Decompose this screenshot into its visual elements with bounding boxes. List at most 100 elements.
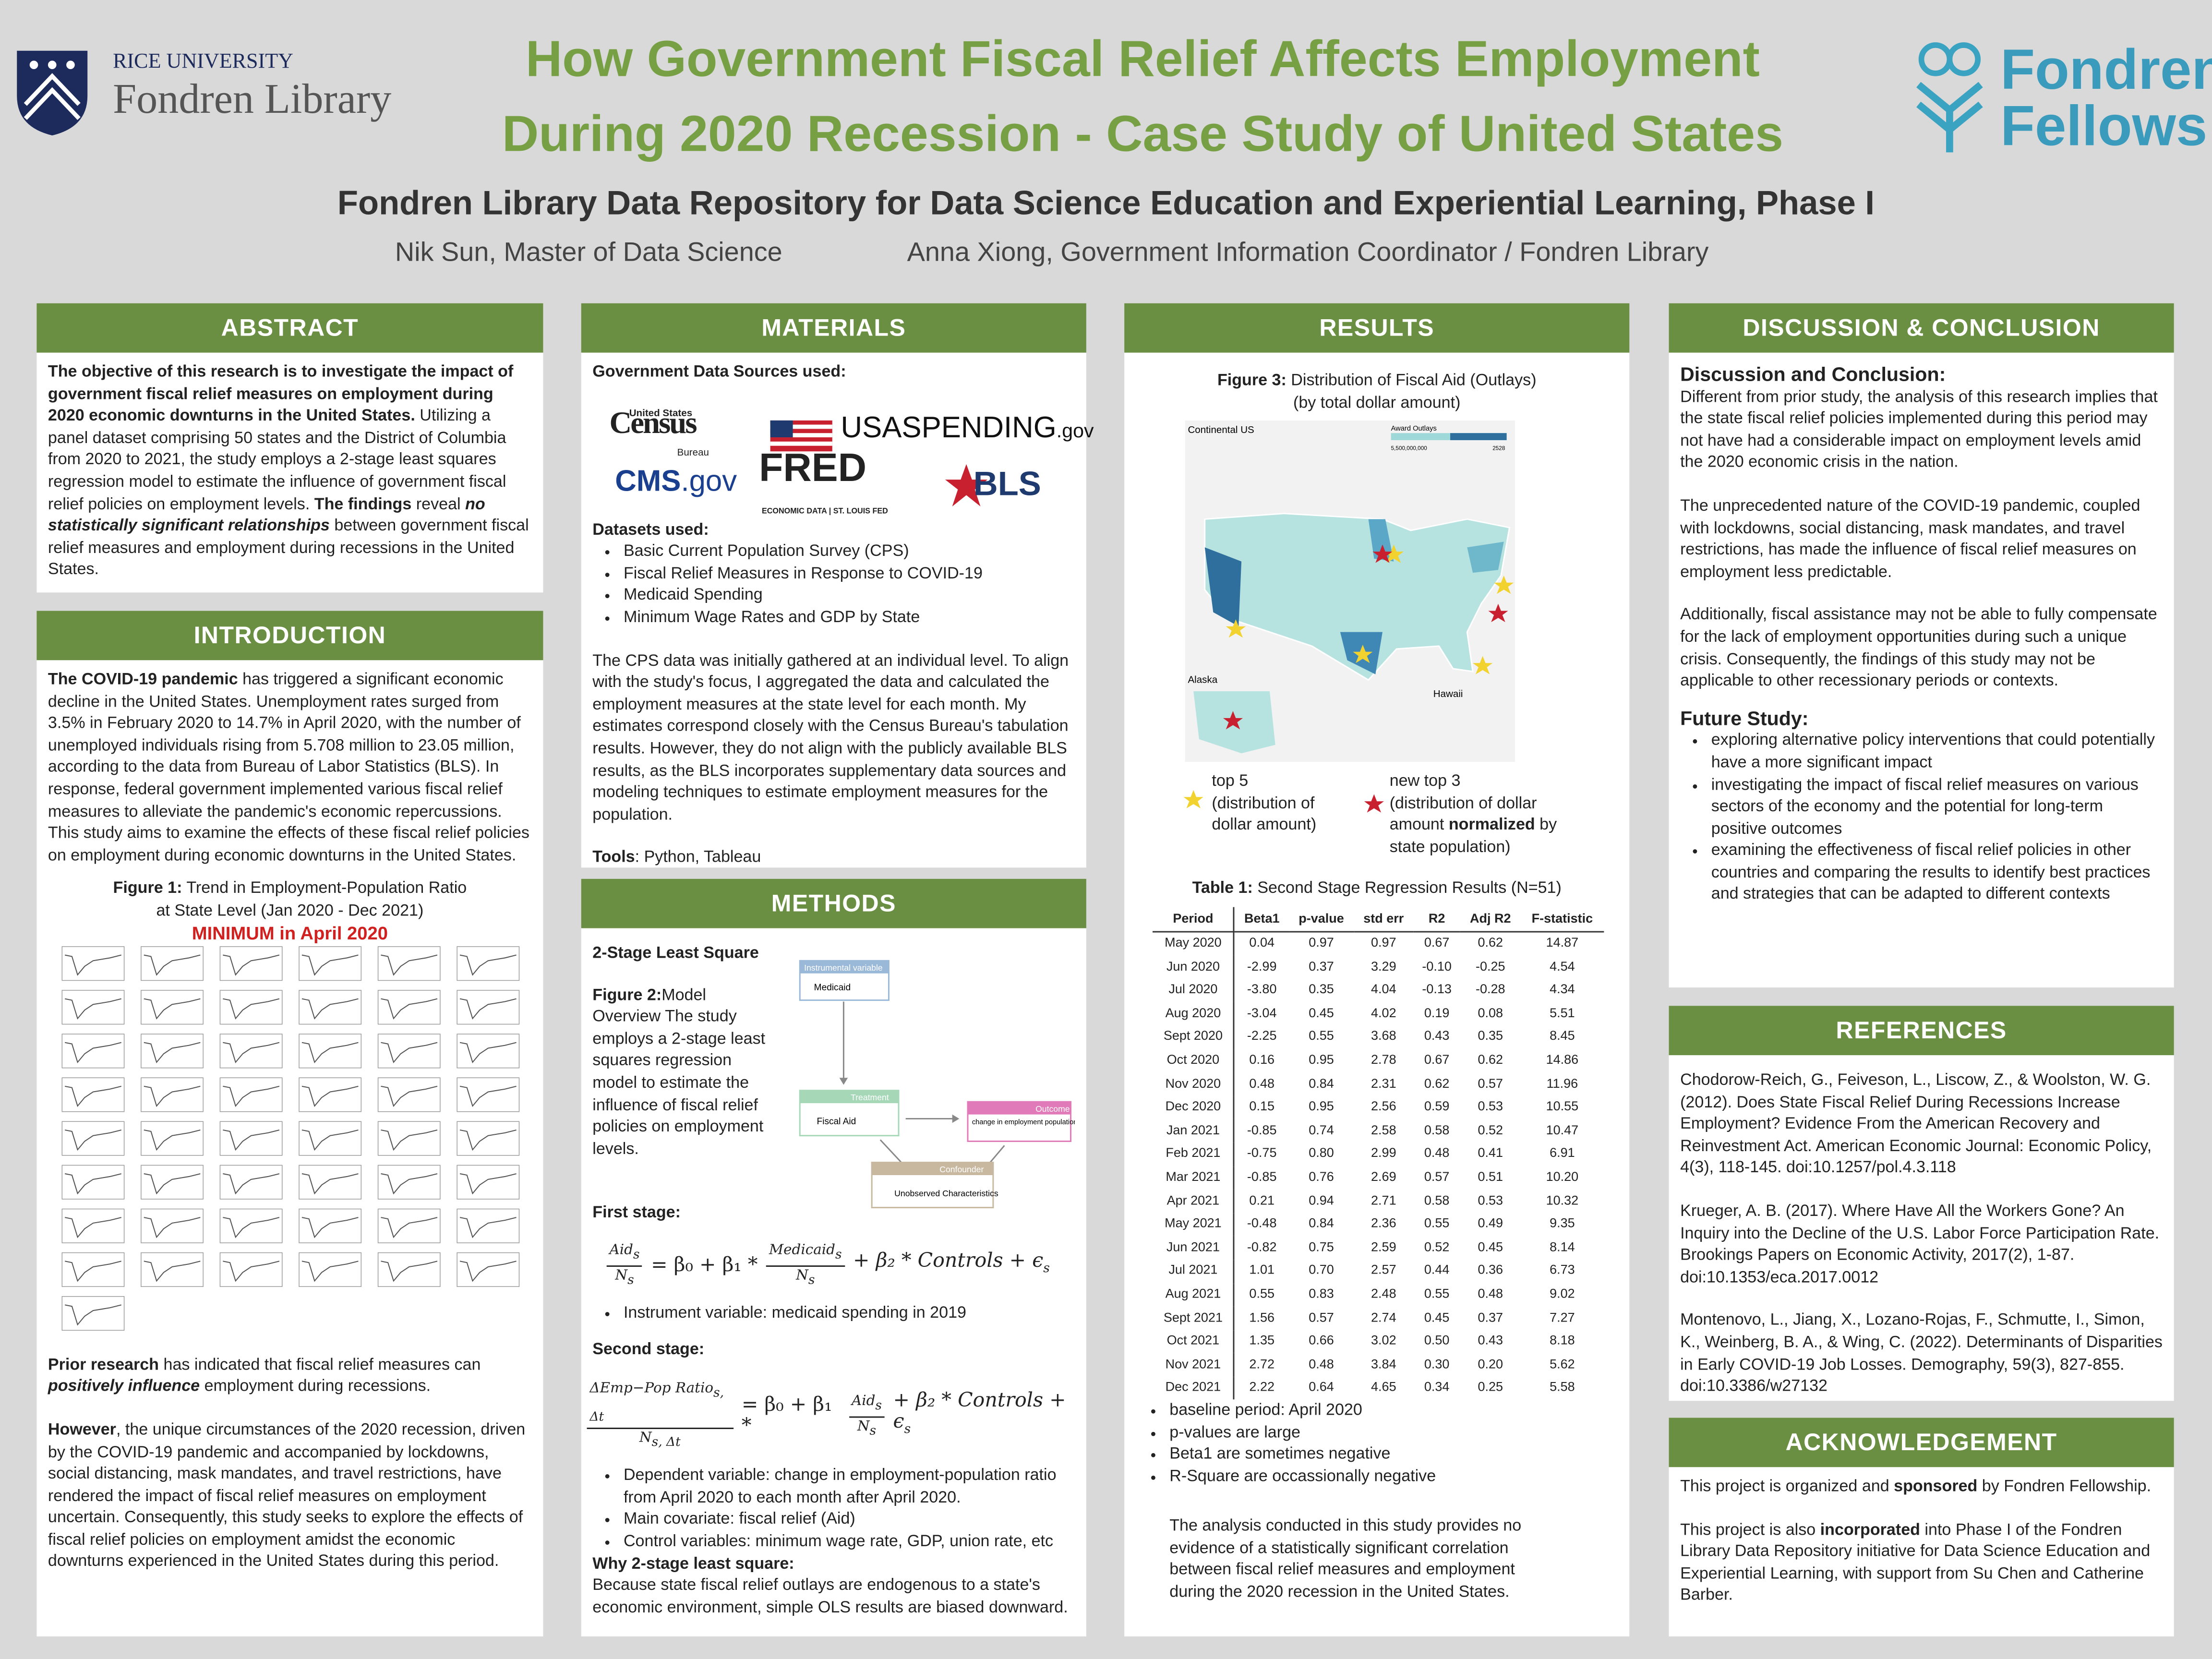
table-cell: 0.15 [1249, 1099, 1275, 1114]
eq-text: N [796, 1268, 808, 1284]
diagram-tag: Treatment [851, 1093, 889, 1102]
map-label: Alaska [1188, 674, 1217, 685]
chart-frame [377, 1165, 441, 1200]
chart-frame [377, 946, 441, 981]
small-chart [299, 1252, 362, 1287]
chart-frame [377, 1121, 441, 1156]
table-cell: Apr 2021 [1152, 1189, 1235, 1213]
table-cell: 0.21 [1249, 1193, 1275, 1207]
legend-note: (distribution of dollar amount) [1212, 793, 1317, 834]
trend-line [64, 998, 121, 1020]
label: Tools [592, 848, 635, 867]
logo-text: United States [629, 409, 693, 419]
logo-text: CMS [615, 465, 681, 498]
trend-line [381, 1042, 438, 1064]
bold-italic-text: no statistically significant relationshi… [48, 494, 485, 535]
trend-line [64, 1042, 121, 1064]
chart-frame [141, 946, 204, 981]
trend-line [64, 1304, 121, 1326]
small-chart [457, 1034, 520, 1069]
section-heading: METHODS [581, 878, 1086, 928]
table-cell: Jul 2020 [1152, 978, 1235, 1002]
table-caption: Table 1: Second Stage Regression Results… [1124, 878, 1629, 900]
bold-text: incorporated [1820, 1520, 1920, 1539]
table-cell: 0.34 [1424, 1380, 1450, 1395]
table-row: Jun 2021 -0.82 0.75 2.59 0.52 0.45 8.14 [1152, 1236, 1604, 1260]
table-cell: 9.02 [1550, 1286, 1575, 1301]
column-header: std err [1363, 910, 1404, 925]
table-cell: 2.69 [1371, 1169, 1396, 1184]
subtitle: Fondren Library Data Repository for Data… [337, 184, 1875, 223]
table-cell: 0.52 [1478, 1122, 1503, 1137]
paragraph: Different from prior study, the analysis… [1680, 387, 2158, 472]
table-cell: 2.78 [1371, 1052, 1396, 1067]
label: First stage: [592, 1203, 681, 1222]
small-chart [299, 1121, 362, 1156]
small-chart [219, 1252, 283, 1287]
table-row: Jun 2020 -2.99 0.37 3.29 -0.10 -0.25 4.54 [1152, 955, 1604, 979]
table-cell: 0.35 [1478, 1029, 1503, 1044]
table-cell: Jun 2021 [1152, 1236, 1235, 1260]
table-cell: 0.48 [1249, 1076, 1275, 1090]
paragraph: The objective of this research is to inv… [48, 361, 532, 581]
table-cell: Aug 2020 [1152, 1002, 1235, 1026]
table-cell: 6.91 [1550, 1146, 1575, 1160]
legend-note: (distribution of dollar amount [1389, 793, 1537, 834]
table-row: Jul 2020 -3.80 0.35 4.04 -0.13 -0.28 4.34 [1152, 978, 1604, 1002]
results-panel: Figure 3: Distribution of Fiscal Aid (Ou… [1124, 352, 1630, 1636]
table-cell: -3.80 [1247, 982, 1277, 997]
table-cell: 0.48 [1424, 1146, 1450, 1160]
chart-frame [457, 1077, 520, 1112]
table-cell: 5.58 [1550, 1380, 1575, 1395]
figure-1 [61, 946, 520, 1331]
eq-text: = β₀ + β₁ * [651, 1253, 758, 1276]
trend-line [459, 1042, 517, 1064]
table-cell: 0.08 [1478, 1005, 1503, 1020]
legend-label: new top 3 [1389, 771, 1461, 790]
table-cell: -0.13 [1422, 982, 1452, 997]
small-chart [377, 946, 441, 981]
eq-sub: s [627, 1274, 634, 1288]
text: Model Overview The study employs a 2-sta… [592, 986, 766, 1158]
trend-line [459, 1086, 517, 1107]
table-cell: 0.25 [1478, 1380, 1503, 1395]
table-cell: Nov 2020 [1152, 1072, 1235, 1096]
table-cell: Dec 2021 [1152, 1376, 1235, 1400]
diagram-tag: Instrumental variable [804, 963, 883, 973]
small-chart [141, 990, 204, 1025]
label: Second stage: [592, 1339, 705, 1358]
table-cell: 14.86 [1546, 1052, 1579, 1067]
trend-line [223, 1173, 280, 1195]
chart-frame [299, 1252, 362, 1287]
figure-caption: Figure 3: Distribution of Fiscal Aid (Ou… [1136, 370, 1618, 414]
paragraph: This project is also incorporated into P… [1680, 1519, 2163, 1607]
list-item: Fiscal Relief Measures in Response to CO… [624, 563, 1075, 585]
star-icon [1364, 794, 1384, 813]
trend-line [223, 998, 280, 1020]
trend-line [301, 1261, 359, 1282]
table-row: Nov 2020 0.48 0.84 2.31 0.62 0.57 11.96 [1152, 1072, 1604, 1096]
table-cell: 7.27 [1550, 1310, 1575, 1324]
list-item: Minimum Wage Rates and GDP by State [624, 607, 1075, 629]
subheading: Future Study: [1680, 706, 1809, 729]
small-chart [457, 1077, 520, 1112]
trend-line [64, 1086, 121, 1107]
table-cell: 4.65 [1371, 1380, 1396, 1395]
small-chart [299, 1077, 362, 1112]
table-cell: 1.56 [1249, 1310, 1275, 1324]
trend-line [144, 1173, 201, 1195]
small-chart [457, 1165, 520, 1200]
table-cell: 0.67 [1424, 935, 1450, 950]
denominator: Ns [796, 1267, 815, 1291]
diagram-node: Fiscal Aid [817, 1117, 856, 1127]
logos: United States Census Bureau USASPENDING.… [592, 383, 1094, 516]
chart-frame [141, 1077, 204, 1112]
diagram-tag: Confounder [939, 1165, 984, 1174]
rice-line2: Fondren Library [113, 76, 392, 123]
table-cell: 0.84 [1309, 1076, 1334, 1090]
small-chart [61, 1121, 125, 1156]
equation: ΔEmp−Pop Ratios, Δt Ns, Δt = β₀ + β₁ * Aids… [587, 1380, 1075, 1453]
small-chart [61, 1296, 125, 1331]
discussion-panel: Discussion and Conclusion: Different fro… [1669, 352, 2174, 988]
table-cell: 5.62 [1550, 1357, 1575, 1371]
